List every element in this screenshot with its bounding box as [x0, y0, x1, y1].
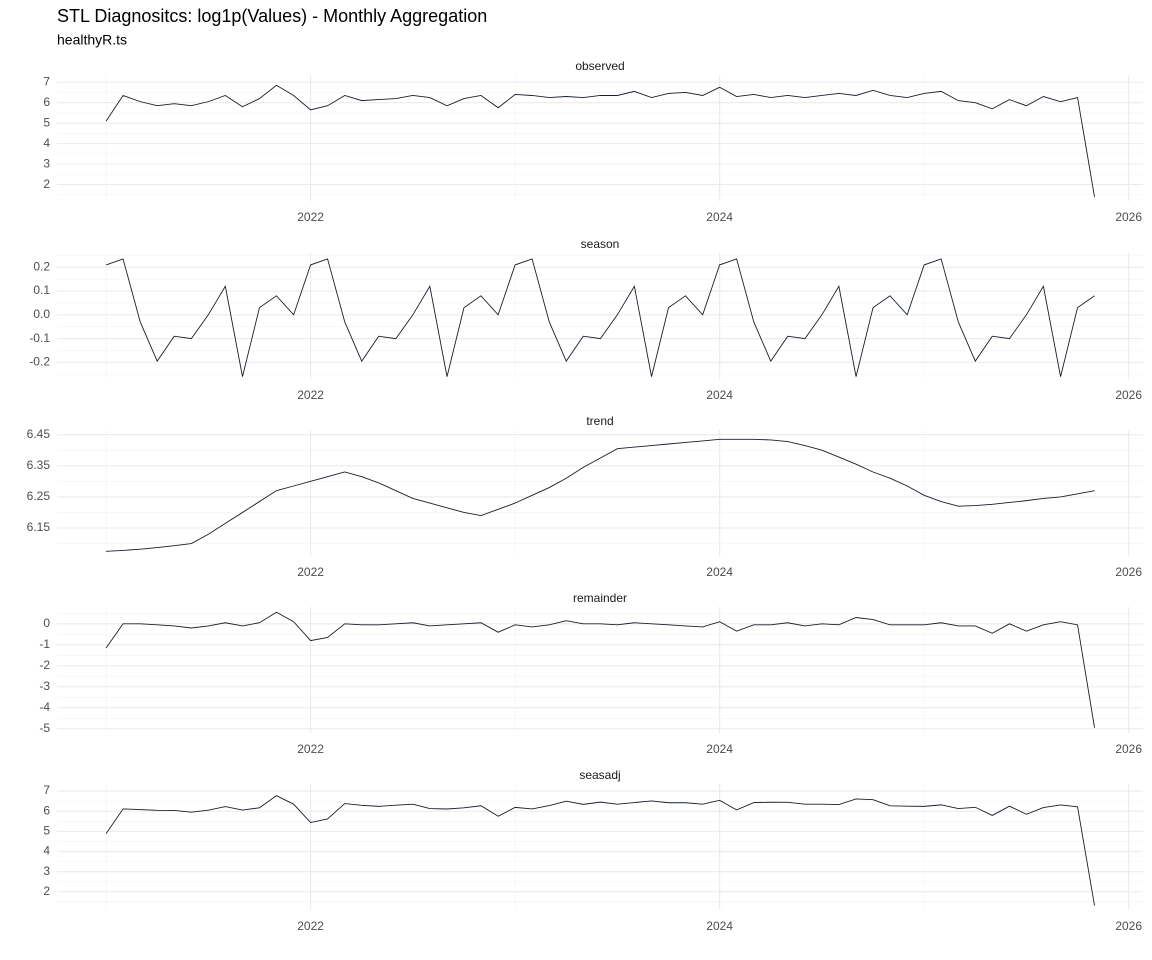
y-tick-label: 0: [43, 616, 50, 630]
y-tick-label: 6.35: [27, 458, 51, 472]
y-tick-label: 3: [43, 864, 50, 878]
series-line: [105, 795, 1095, 906]
strip-label: seasadj: [579, 768, 620, 782]
y-tick-label: 6: [43, 803, 50, 817]
y-tick-label: 0.2: [33, 259, 50, 273]
y-tick-label: 4: [43, 844, 50, 858]
x-tick-label: 2022: [297, 388, 324, 402]
x-tick-label: 2022: [297, 742, 324, 756]
x-tick-label: 2026: [1115, 388, 1142, 402]
y-tick-label: 6.45: [27, 427, 51, 441]
y-tick-label: 0.1: [33, 283, 50, 297]
x-tick-label: 2026: [1115, 742, 1142, 756]
chart-subtitle: healthyR.ts: [57, 32, 127, 48]
x-tick-label: 2024: [706, 919, 733, 933]
y-tick-label: 2: [43, 177, 50, 191]
y-tick-label: 4: [43, 136, 50, 150]
x-tick-label: 2024: [706, 210, 733, 224]
y-tick-label: -1: [39, 637, 50, 651]
y-tick-label: 3: [43, 156, 50, 170]
y-tick-label: 5: [43, 115, 50, 129]
y-tick-label: -0.1: [29, 331, 50, 345]
x-tick-label: 2026: [1115, 210, 1142, 224]
x-tick-label: 2022: [297, 210, 324, 224]
y-tick-label: 7: [43, 74, 50, 88]
x-tick-label: 2026: [1115, 565, 1142, 579]
strip-label: trend: [586, 414, 613, 428]
y-tick-label: 6.25: [27, 489, 51, 503]
series-line: [105, 611, 1095, 728]
series-line: [105, 84, 1095, 197]
y-tick-label: 6.15: [27, 520, 51, 534]
y-tick-label: -0.2: [29, 355, 50, 369]
y-tick-label: -4: [39, 700, 50, 714]
y-tick-label: -3: [39, 679, 50, 693]
x-tick-label: 2022: [297, 565, 324, 579]
y-tick-label: 5: [43, 824, 50, 838]
y-tick-label: -5: [39, 721, 50, 735]
series-line: [105, 258, 1095, 377]
x-tick-label: 2022: [297, 919, 324, 933]
y-tick-label: 0.0: [33, 307, 50, 321]
x-tick-label: 2024: [706, 565, 733, 579]
series-line: [106, 438, 1095, 552]
strip-label: observed: [575, 59, 624, 73]
strip-label: remainder: [573, 591, 627, 605]
x-tick-label: 2024: [706, 388, 733, 402]
y-tick-label: 2: [43, 884, 50, 898]
y-tick-label: 6: [43, 95, 50, 109]
x-tick-label: 2024: [706, 742, 733, 756]
y-tick-label: -2: [39, 658, 50, 672]
y-tick-label: 7: [43, 783, 50, 797]
strip-label: season: [581, 237, 620, 251]
x-tick-label: 2026: [1115, 919, 1142, 933]
chart-title: STL Diagnositcs: log1p(Values) - Monthly…: [57, 6, 487, 26]
